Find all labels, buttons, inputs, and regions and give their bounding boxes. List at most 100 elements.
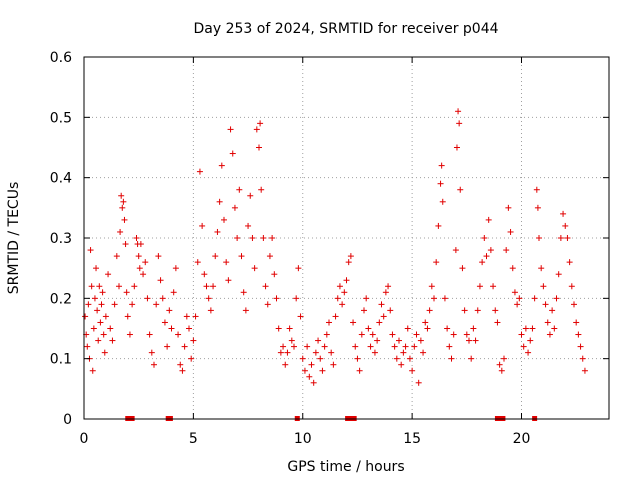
data-point xyxy=(352,343,359,350)
data-point xyxy=(529,325,536,332)
plot-frame xyxy=(83,56,610,420)
data-point xyxy=(271,271,278,278)
data-point xyxy=(402,343,409,350)
data-point xyxy=(531,295,538,302)
data-point xyxy=(304,343,311,350)
data-point xyxy=(356,367,363,374)
data-point xyxy=(415,379,422,386)
data-point xyxy=(514,301,521,308)
data-point xyxy=(183,313,190,320)
y-tick-label: 0.5 xyxy=(50,110,72,126)
data-point xyxy=(181,343,188,350)
data-point xyxy=(334,295,341,302)
data-point xyxy=(472,337,479,344)
data-point xyxy=(336,283,343,290)
data-point xyxy=(227,126,234,133)
data-point xyxy=(422,319,429,326)
data-point xyxy=(354,355,361,362)
data-point xyxy=(571,301,577,308)
data-point xyxy=(544,319,551,326)
data-point xyxy=(463,331,470,338)
data-point xyxy=(511,289,518,296)
data-point xyxy=(507,228,514,235)
data-point xyxy=(424,325,431,332)
data-point xyxy=(201,271,208,278)
data-point xyxy=(522,325,529,332)
data-point xyxy=(494,319,501,326)
data-point xyxy=(175,331,182,338)
data-point xyxy=(113,253,120,260)
data-point xyxy=(221,216,227,223)
data-point xyxy=(413,331,420,338)
data-point xyxy=(119,204,126,211)
data-point xyxy=(137,241,144,248)
data-point xyxy=(257,120,264,127)
data-point xyxy=(107,325,114,332)
data-point xyxy=(100,331,107,338)
data-point xyxy=(172,265,179,272)
y-tick-label: 0 xyxy=(63,412,72,428)
data-point xyxy=(288,337,295,344)
data-point xyxy=(99,289,106,296)
data-point xyxy=(438,162,445,169)
data-point xyxy=(560,210,567,217)
data-point xyxy=(82,313,89,320)
data-point xyxy=(389,331,396,338)
data-point xyxy=(551,325,558,332)
data-point xyxy=(218,162,225,169)
data-point xyxy=(159,295,166,302)
data-point xyxy=(468,355,475,362)
data-point xyxy=(555,271,562,278)
data-point xyxy=(363,295,370,302)
data-point xyxy=(148,349,155,356)
data-point xyxy=(93,265,100,272)
data-point xyxy=(339,301,346,308)
data-point xyxy=(269,235,276,241)
data-point xyxy=(433,259,440,266)
data-point xyxy=(118,192,125,199)
data-point xyxy=(151,361,157,368)
data-point xyxy=(527,337,534,344)
data-point xyxy=(88,283,95,290)
data-point xyxy=(273,295,280,302)
data-point xyxy=(205,295,212,302)
data-point xyxy=(319,367,326,374)
data-point xyxy=(330,361,337,368)
data-point xyxy=(242,307,249,314)
data-point xyxy=(382,289,389,296)
data-point xyxy=(361,307,367,314)
data-point xyxy=(367,343,374,350)
data-point xyxy=(553,295,560,302)
data-point xyxy=(262,283,269,290)
data-point xyxy=(509,265,516,272)
data-point xyxy=(95,337,102,344)
data-point xyxy=(441,295,448,302)
data-point xyxy=(518,331,525,338)
data-point xyxy=(503,247,510,254)
data-point xyxy=(315,337,322,344)
data-point xyxy=(264,301,271,308)
y-axis-label: SRMTID / TECUs xyxy=(6,182,22,295)
data-point xyxy=(105,271,112,278)
data-point xyxy=(199,222,206,229)
data-point xyxy=(466,337,472,344)
data-point xyxy=(520,343,527,350)
data-point xyxy=(188,355,195,362)
data-point xyxy=(343,277,350,284)
data-point xyxy=(293,295,300,302)
data-point xyxy=(365,325,372,332)
data-point xyxy=(310,379,317,386)
data-point xyxy=(157,277,164,284)
data-point xyxy=(186,325,192,332)
data-point xyxy=(129,301,136,308)
data-point xyxy=(457,186,464,193)
data-point xyxy=(456,120,463,127)
data-point xyxy=(299,355,306,362)
data-point xyxy=(400,349,407,356)
data-point xyxy=(536,235,542,241)
x-tick-label: 0 xyxy=(80,431,89,447)
data-point xyxy=(568,283,575,290)
data-point xyxy=(240,289,247,296)
data-point xyxy=(485,216,492,223)
